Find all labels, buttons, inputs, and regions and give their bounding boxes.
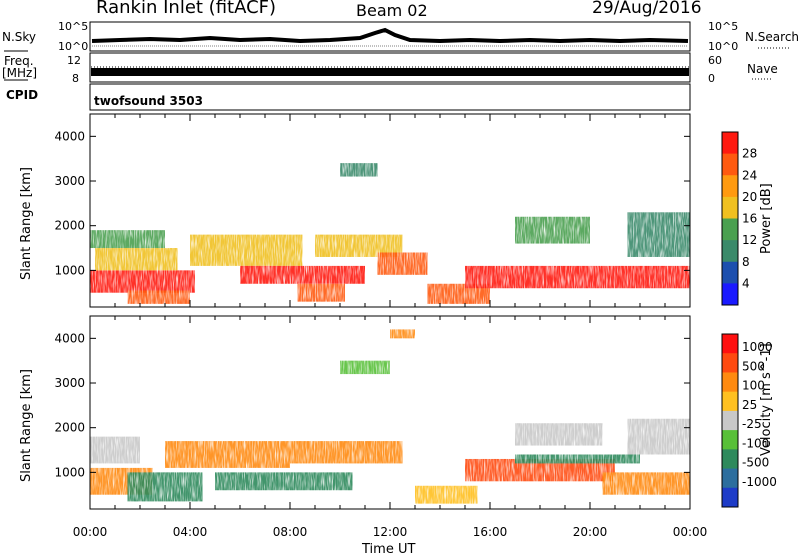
colorbar-tick-label: -25 — [742, 417, 762, 431]
x-tick-label: 20:00 — [573, 525, 608, 539]
beam-title: Beam 02 — [356, 1, 428, 20]
y-tick-label: 4000 — [54, 129, 85, 143]
x-tick-label: 00:00 — [73, 525, 108, 539]
nsearch-tick-top: 10^5 — [708, 20, 738, 33]
colorbar-swatch — [722, 283, 738, 306]
cpid-label: CPID — [6, 88, 39, 102]
colorbar-tick-label: 4 — [742, 276, 750, 290]
colorbar-swatch — [722, 334, 738, 354]
x-tick-label: 16:00 — [473, 525, 508, 539]
colorbar-tick-label: -500 — [742, 456, 769, 470]
power-colorbar-label: Power [dB] — [759, 183, 774, 254]
colorbar-tick-label: 100 — [742, 379, 765, 393]
cpid-panel-frame — [89, 83, 691, 111]
colorbar-swatch — [722, 175, 738, 198]
colorbar-swatch — [722, 261, 738, 284]
power-y-axis-label: Slant Range [km] — [19, 167, 34, 280]
nsky-trace — [91, 27, 689, 44]
y-tick-label: 2000 — [54, 219, 85, 233]
y-tick-label: 3000 — [54, 376, 85, 390]
colorbar-tick-label: 25 — [742, 398, 757, 412]
colorbar-tick-label: 16 — [742, 212, 757, 226]
colorbar-swatch — [722, 372, 738, 393]
colorbar-tick-label: 20 — [742, 190, 757, 204]
colorbar-tick-label: -100 — [742, 436, 769, 450]
colorbar-swatch — [722, 218, 738, 241]
velocity-heatmap — [90, 316, 690, 509]
x-axis-label: Time UT — [361, 542, 415, 554]
colorbar-swatch — [722, 449, 738, 470]
site-title: Rankin Inlet (fitACF) — [96, 0, 277, 18]
y-tick-label: 3000 — [54, 174, 85, 188]
nsearch-label: N.Search — [745, 30, 800, 44]
nave-label: Nave — [747, 62, 778, 76]
colorbar-swatch — [722, 391, 738, 412]
x-tick-label: 08:00 — [273, 525, 308, 539]
freq-tick-top: 12 — [67, 54, 81, 67]
freq-trace — [91, 68, 689, 76]
colorbar-tick-label: 8 — [742, 255, 750, 269]
colorbar-tick-label: -1000 — [742, 475, 777, 489]
colorbar-swatch — [722, 153, 738, 176]
nsky-tick-top: 10^5 — [58, 20, 88, 33]
x-tick-label: 12:00 — [373, 525, 408, 539]
x-tick-label: 00:00 — [673, 525, 708, 539]
nave-tick-top: 60 — [708, 54, 722, 67]
colorbar-swatch — [722, 196, 738, 219]
colorbar-swatch — [722, 487, 738, 508]
colorbar-swatch — [722, 353, 738, 373]
speckle-texture — [90, 316, 690, 509]
y-tick-label: 1000 — [54, 465, 85, 479]
nave-tick-bottom: 0 — [708, 72, 715, 85]
freq-label: Freq. — [4, 54, 34, 68]
colorbar-tick-label: 500 — [742, 359, 765, 373]
freq-tick-bottom: 8 — [72, 72, 79, 85]
colorbar-swatch — [722, 430, 738, 450]
cpid-value: twofsound 3503 — [94, 94, 203, 108]
nsky-panel-frame — [89, 21, 691, 52]
power-heatmap — [90, 114, 690, 307]
colorbar-frame — [721, 131, 739, 306]
y-tick-label: 2000 — [54, 421, 85, 435]
y-tick-label: 1000 — [54, 263, 85, 277]
velocity-colorbar-label: Velocity [m s^-1] — [759, 343, 774, 456]
velocity-y-axis-label: Slant Range [km] — [19, 369, 34, 482]
colorbar-swatch — [722, 240, 738, 263]
colorbar-swatch — [722, 410, 738, 431]
colorbar-frame — [721, 333, 739, 508]
x-tick-label: 04:00 — [173, 525, 208, 539]
freq-panel-frame — [89, 52, 691, 83]
nsky-label: N.Sky — [2, 30, 37, 44]
colorbar-swatch — [722, 468, 738, 489]
nsky-tick-bottom: 10^0 — [58, 40, 88, 53]
freq-unit: [MHz] — [2, 66, 38, 80]
speckle-texture — [90, 114, 690, 307]
colorbar-tick-label: 12 — [742, 233, 757, 247]
colorbar-tick-label: 24 — [742, 168, 757, 182]
nsearch-tick-bottom: 10^0 — [708, 40, 738, 53]
colorbar-tick-label: 28 — [742, 147, 757, 161]
colorbar-tick-label: 1000 — [742, 340, 773, 354]
y-tick-label: 4000 — [54, 331, 85, 345]
date-title: 29/Aug/2016 — [592, 0, 702, 18]
colorbar-swatch — [722, 132, 738, 155]
